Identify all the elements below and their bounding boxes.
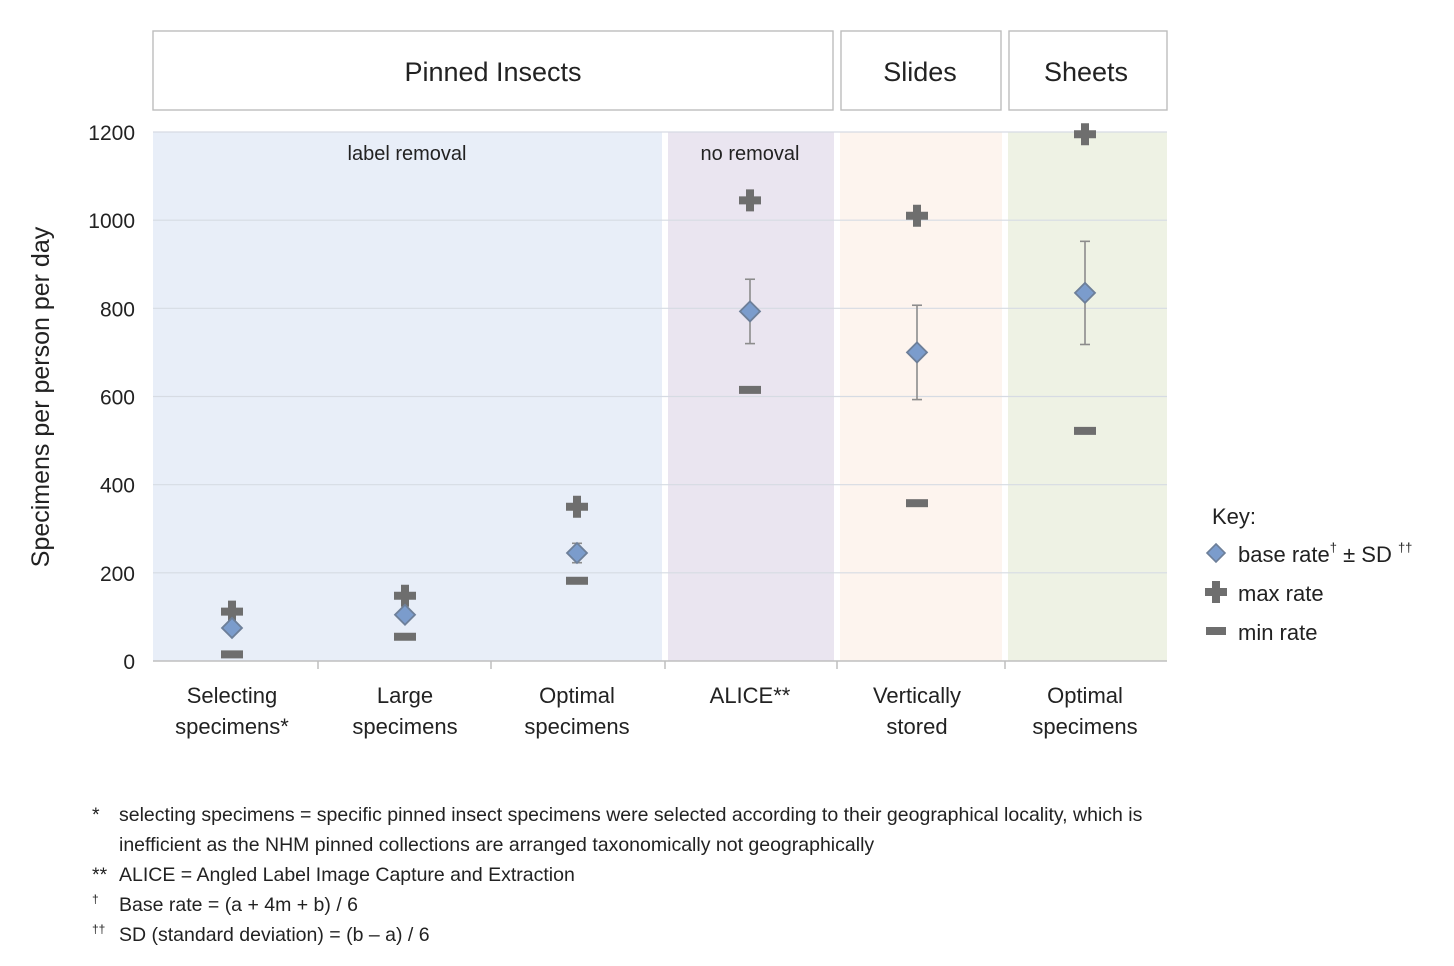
- max-rate-marker: [221, 600, 243, 623]
- footnote-mark: [92, 830, 119, 860]
- max-rate-marker: [906, 204, 928, 227]
- base-rate-marker: [738, 300, 762, 323]
- min-rate-marker: [394, 632, 416, 641]
- max-rate-marker: [566, 495, 588, 518]
- chart-canvas: Pinned Insects Slides Sheets label removal…: [27, 30, 1412, 739]
- grid-lines: [153, 131, 1167, 574]
- footnote-text: ALICE = Angled Label Image Capture and E…: [119, 864, 575, 886]
- min-rate-marker: [221, 650, 243, 659]
- category-label: specimens: [352, 714, 457, 739]
- y-tick-label: 200: [100, 563, 135, 586]
- category-label: stored: [886, 714, 947, 739]
- legend-minus-icon: [1206, 627, 1226, 635]
- category-label: Optimal: [1047, 683, 1123, 708]
- footnote-mark: **: [92, 864, 108, 886]
- footnote-line: ** ALICE = Angled Label Image Capture and…: [92, 860, 1292, 890]
- legend-label: max rate: [1238, 581, 1324, 606]
- min-rate-marker: [1074, 426, 1096, 435]
- category-label: Large: [377, 683, 433, 708]
- data-marks: [220, 123, 1097, 659]
- group-header-boxes: Pinned Insects Slides Sheets: [152, 30, 1168, 111]
- group-label: Pinned Insects: [404, 57, 581, 87]
- base-rate-marker: [1073, 281, 1097, 305]
- category-label: specimens: [1032, 714, 1137, 739]
- legend: Key: base rate† ± SD †† max rate min rate: [1205, 504, 1412, 645]
- footnote-line: * selecting specimens = specific pinned i…: [92, 800, 1292, 830]
- category-label: specimens: [524, 714, 629, 739]
- band-annotation: no removal: [701, 143, 800, 165]
- min-rate-marker: [906, 499, 928, 508]
- footnotes: * selecting specimens = specific pinned i…: [92, 800, 1292, 950]
- base-rate-marker: [220, 616, 244, 640]
- y-tick-label: 600: [100, 387, 135, 410]
- band-annotation: label removal: [348, 143, 467, 165]
- legend-label-part: ± SD: [1337, 542, 1398, 567]
- legend-label: base rate† ± SD ††: [1238, 540, 1412, 567]
- max-rate-marker: [394, 584, 416, 607]
- footnote-mark: ††: [92, 922, 106, 936]
- y-axis-title: Specimens per person per day: [27, 226, 55, 567]
- category-label: Selecting: [187, 683, 278, 708]
- footnote-line: inefficient as the NHM pinned collection…: [92, 830, 1292, 860]
- x-axis-categories: Selecting specimens* Large specimens Optimal…: [175, 683, 1137, 739]
- x-axis: [153, 660, 1167, 669]
- y-tick-label: 400: [100, 475, 135, 498]
- category-label: specimens*: [175, 714, 289, 739]
- legend-label-part: base rate: [1238, 542, 1330, 567]
- y-tick-label: 800: [100, 298, 135, 321]
- min-rate-marker: [739, 385, 761, 394]
- category-label: ALICE**: [710, 683, 791, 708]
- max-rate-marker: [1074, 123, 1096, 146]
- group-box: [1008, 30, 1168, 111]
- legend-label-part: †: [1330, 540, 1337, 555]
- base-rate-marker: [393, 603, 417, 626]
- legend-plus-icon: [1205, 581, 1227, 603]
- max-rate-marker: [739, 189, 761, 212]
- legend-label-part: max rate: [1238, 581, 1324, 606]
- y-tick-label: 1000: [88, 210, 135, 233]
- legend-diamond-icon: [1205, 542, 1227, 564]
- min-rate-marker: [566, 576, 588, 585]
- group-box: [152, 30, 834, 111]
- y-axis-ticks: 0 200 400 600 800 1000 1200: [88, 122, 135, 674]
- footnote-mark: †: [92, 892, 99, 906]
- y-tick-label: 0: [123, 651, 135, 674]
- legend-label-part: min rate: [1238, 620, 1317, 645]
- category-label: Vertically: [873, 683, 961, 708]
- legend-label: min rate: [1238, 620, 1317, 645]
- group-box: [840, 30, 1002, 111]
- base-rate-marker: [565, 541, 589, 565]
- legend-label-part: ††: [1398, 540, 1412, 555]
- category-label: Optimal: [539, 683, 615, 708]
- band-annotations: label removal no removal: [348, 143, 800, 165]
- legend-title: Key:: [1212, 504, 1256, 529]
- footnote-line: † Base rate = (a + 4m + b) / 6: [92, 890, 1292, 920]
- footnote-text: SD (standard deviation) = (b – a) / 6: [119, 924, 430, 946]
- footnote-text: selecting specimens = specific pinned in…: [119, 804, 1143, 826]
- footnote-line: †† SD (standard deviation) = (b – a) / 6: [92, 920, 1292, 950]
- footnote-text: Base rate = (a + 4m + b) / 6: [119, 894, 358, 916]
- footnote-text: inefficient as the NHM pinned collection…: [119, 834, 875, 856]
- y-tick-label: 1200: [88, 122, 135, 145]
- base-rate-marker: [905, 341, 929, 364]
- group-label: Sheets: [1044, 57, 1128, 87]
- group-label: Slides: [883, 57, 957, 87]
- footnote-mark: *: [92, 804, 100, 826]
